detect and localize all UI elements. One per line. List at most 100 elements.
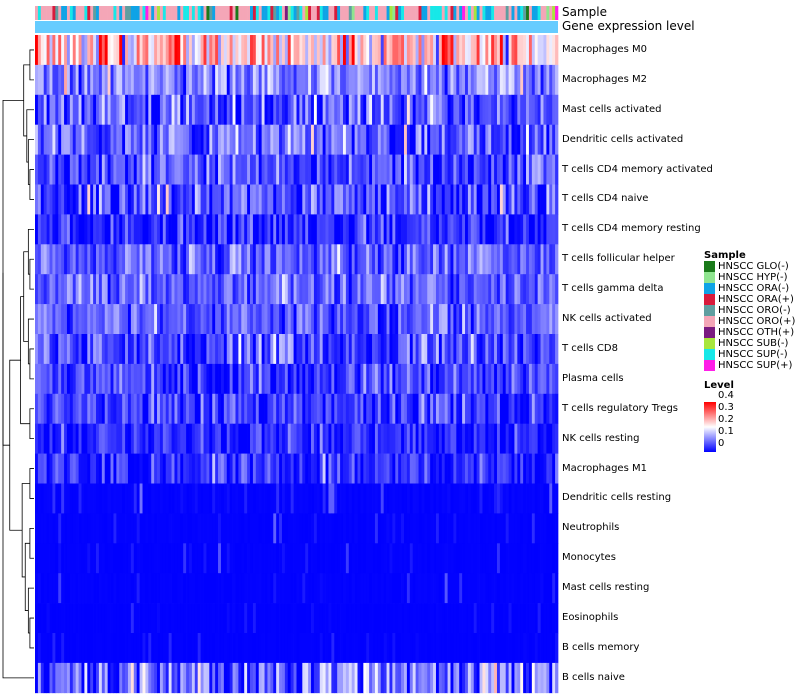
heatmap-cell	[380, 573, 385, 604]
heatmap-cell	[200, 393, 204, 425]
heatmap-cell	[499, 154, 504, 185]
heatmap-cell	[75, 124, 79, 155]
heatmap-cell	[75, 334, 79, 365]
heatmap-cell	[261, 543, 265, 574]
heatmap-cell	[162, 35, 167, 66]
heatmap-cell	[392, 662, 396, 694]
heatmap-cell	[360, 483, 364, 514]
heatmap-cell	[148, 483, 152, 514]
heatmap-cell	[81, 184, 85, 215]
heatmap-cell	[459, 483, 463, 514]
heatmap-cell	[101, 334, 106, 365]
heatmap-cell	[87, 603, 91, 634]
heatmap-cell	[334, 244, 338, 275]
heatmap-cell	[84, 35, 88, 66]
heatmap-cell	[151, 94, 155, 126]
heatmap-cell	[188, 244, 193, 275]
heatmap-cell	[450, 94, 454, 126]
heatmap-cell	[441, 543, 446, 574]
heatmap-cell	[119, 603, 123, 634]
sample-cell	[206, 6, 210, 20]
heatmap-cell	[450, 154, 454, 185]
heatmap-cell	[139, 244, 143, 275]
heatmap-cell	[450, 64, 454, 96]
heatmap-cell	[235, 543, 239, 574]
heatmap-cell	[139, 453, 143, 484]
heatmap-cell	[61, 573, 65, 604]
heatmap-cell	[479, 94, 483, 126]
heatmap-cell	[232, 274, 236, 305]
heatmap-cell	[520, 214, 524, 245]
heatmap-cell	[517, 124, 521, 155]
heatmap-cell	[299, 35, 303, 66]
heatmap-cell	[555, 393, 559, 425]
heatmap-cell	[101, 363, 106, 395]
heatmap-cell	[357, 184, 361, 215]
heatmap-cell	[177, 94, 181, 126]
heatmap-cell	[75, 543, 79, 574]
heatmap-cell	[188, 483, 193, 514]
heatmap-cell	[264, 543, 268, 574]
heatmap-cell	[543, 543, 547, 574]
heatmap-cell	[479, 304, 483, 335]
heatmap-cell	[459, 304, 463, 335]
heatmap-cell	[496, 423, 501, 454]
heatmap-cell	[427, 154, 431, 185]
heatmap-cell	[401, 543, 405, 574]
heatmap-cell	[46, 184, 50, 215]
heatmap-cell	[511, 304, 515, 335]
heatmap-cell	[340, 453, 344, 484]
heatmap-cell	[421, 214, 425, 245]
heatmap-cell	[241, 184, 245, 215]
heatmap-cell	[37, 573, 42, 604]
heatmap-cell	[93, 633, 97, 664]
heatmap-cell	[157, 274, 161, 305]
heatmap-cell	[81, 423, 85, 454]
heatmap-cell	[316, 244, 321, 275]
heatmap-cell	[223, 64, 228, 96]
heatmap-cell	[348, 154, 353, 185]
heatmap-cell	[110, 184, 114, 215]
heatmap-cell	[328, 94, 332, 126]
heatmap-cell	[194, 603, 199, 634]
heatmap-cell	[511, 184, 515, 215]
heatmap-cell	[537, 334, 541, 365]
heatmap-cell	[215, 244, 219, 275]
heatmap-cell	[447, 94, 451, 126]
heatmap-cell	[188, 94, 193, 126]
heatmap-cell	[322, 304, 326, 335]
heatmap-cell	[496, 274, 501, 305]
heatmap-cell	[526, 393, 530, 425]
heatmap-cell	[81, 274, 85, 305]
heatmap-cell	[61, 184, 65, 215]
heatmap-cell	[459, 363, 463, 395]
heatmap-cell	[415, 274, 419, 305]
heatmap-cell	[281, 513, 286, 544]
heatmap-cell	[165, 633, 170, 664]
heatmap-cell	[296, 184, 300, 215]
heatmap-cell	[130, 633, 135, 664]
heatmap-cell	[485, 453, 489, 484]
heatmap-cell	[58, 214, 62, 245]
heatmap-cell	[360, 363, 364, 395]
heatmap-cell	[369, 274, 373, 305]
heatmap-cell	[127, 423, 132, 454]
heatmap-cell	[418, 393, 422, 425]
heatmap-cell	[369, 184, 373, 215]
heatmap-cell	[133, 214, 138, 245]
heatmap-cell	[322, 513, 326, 544]
heatmap-cell	[427, 423, 431, 454]
heatmap-cell	[258, 573, 262, 604]
heatmap-cell	[127, 513, 132, 544]
heatmap-cell	[235, 124, 239, 155]
heatmap-cell	[93, 573, 97, 604]
heatmap-cell	[258, 64, 262, 96]
heatmap-cell	[125, 35, 129, 66]
heatmap-cell	[119, 483, 123, 514]
heatmap-cell	[220, 94, 225, 126]
heatmap-cell	[119, 124, 123, 155]
heatmap-cell	[526, 483, 530, 514]
heatmap-cell	[276, 603, 280, 634]
heatmap-cell	[290, 154, 294, 185]
heatmap-cell	[543, 453, 547, 484]
